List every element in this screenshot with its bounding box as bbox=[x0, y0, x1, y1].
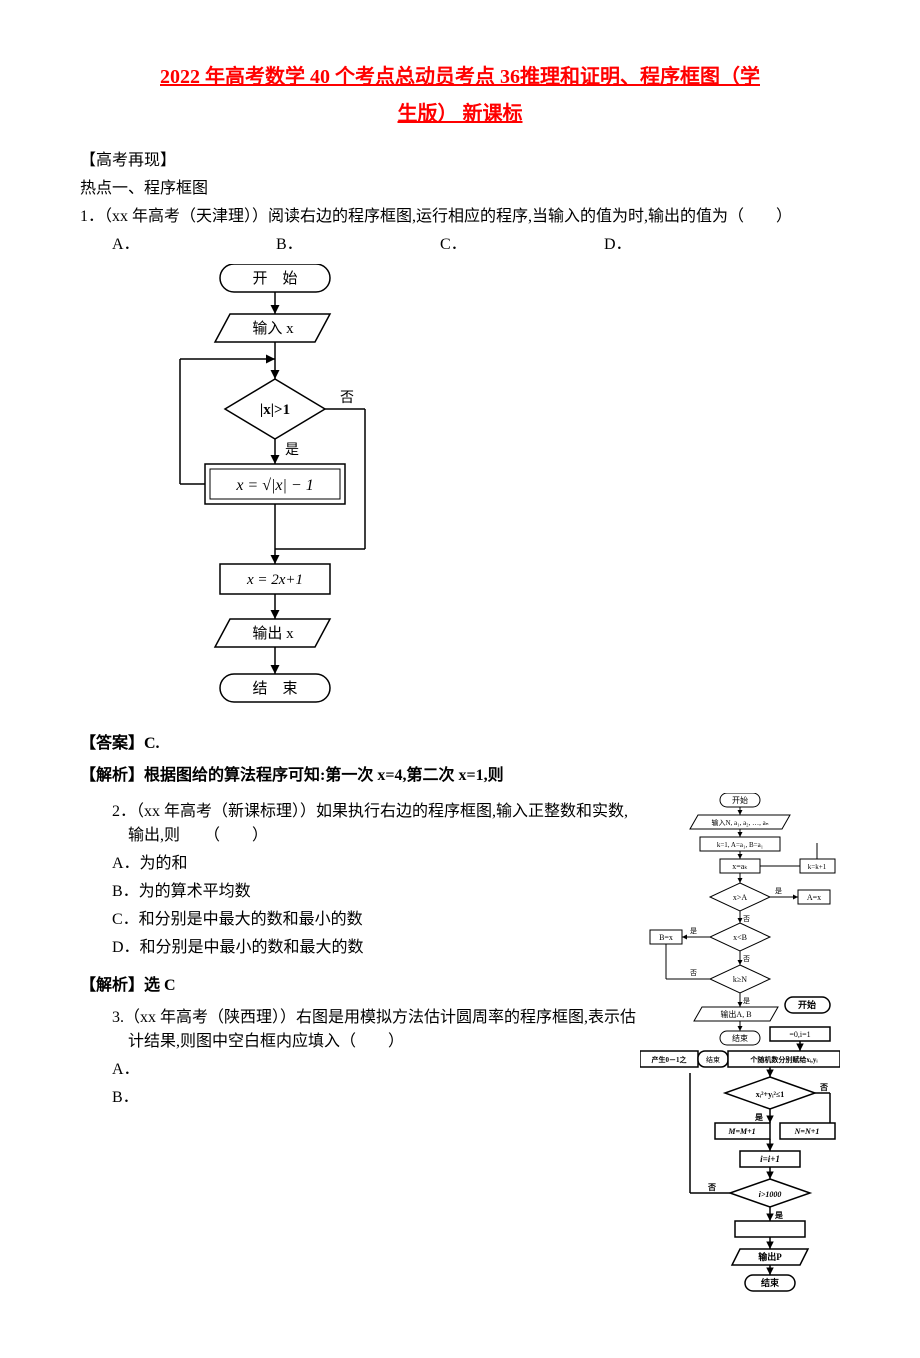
q2-opt-a: A．为的和 bbox=[112, 849, 640, 873]
svg-text:B=x: B=x bbox=[659, 933, 673, 942]
svg-text:A=x: A=x bbox=[807, 893, 821, 902]
q2-explain: 【解析】选 C bbox=[80, 971, 640, 995]
svg-text:x>A: x>A bbox=[733, 893, 748, 902]
svg-text:k=1, A=a₁, B=a₁: k=1, A=a₁, B=a₁ bbox=[717, 841, 763, 849]
svg-text:N=N+1: N=N+1 bbox=[794, 1127, 820, 1136]
svg-text:开 始: 开 始 bbox=[252, 270, 297, 287]
svg-text:是: 是 bbox=[754, 1112, 763, 1122]
svg-text:输入 x: 输入 x bbox=[252, 320, 294, 337]
svg-text:结束: 结束 bbox=[706, 1055, 720, 1064]
svg-text:输出P: 输出P bbox=[758, 1251, 782, 1262]
q1-opt-c: C． bbox=[440, 230, 600, 254]
svg-text:结 束: 结 束 bbox=[252, 680, 297, 697]
svg-text:k=k+1: k=k+1 bbox=[808, 863, 827, 871]
svg-text:x = √|x| − 1: x = √|x| − 1 bbox=[235, 477, 313, 494]
svg-text:M=M+1: M=M+1 bbox=[727, 1127, 755, 1136]
svg-text:是: 是 bbox=[743, 997, 750, 1005]
svg-text:=0,i=1: =0,i=1 bbox=[789, 1030, 810, 1039]
svg-text:k≥N: k≥N bbox=[733, 975, 747, 984]
q2-opt-b: B．为的算术平均数 bbox=[112, 877, 640, 901]
svg-text:输入N, a₁, a₂, …, aₙ: 输入N, a₁, a₂, …, aₙ bbox=[711, 818, 768, 827]
svg-text:是: 是 bbox=[774, 1210, 783, 1220]
q1-explain: 【解析】根据图给的算法程序可知:第一次 x=4,第二次 x=1,则 bbox=[80, 761, 840, 785]
svg-text:i>1000: i>1000 bbox=[759, 1190, 782, 1199]
svg-text:结束: 结束 bbox=[732, 1033, 748, 1043]
svg-text:否: 否 bbox=[707, 1183, 716, 1192]
doc-subtitle: 生版） 新课标 bbox=[80, 97, 840, 126]
q3-opt-a: A． bbox=[112, 1055, 640, 1079]
svg-text:是: 是 bbox=[690, 927, 697, 935]
q1-answer: 【答案】C. bbox=[80, 729, 840, 753]
svg-text:产生0－1之: 产生0－1之 bbox=[652, 1055, 687, 1064]
svg-text:输出A, B: 输出A, B bbox=[720, 1009, 751, 1019]
q1-text: 1．（xx 年高考（天津理））阅读右边的程序框图,运行相应的程序,当输入的值为时… bbox=[80, 202, 840, 226]
svg-text:i=i+1: i=i+1 bbox=[760, 1154, 780, 1164]
section-gaokao: 【高考再现】 bbox=[80, 146, 840, 170]
right-flowcharts: 开始 输入N, a₁, a₂, …, aₙ k=1, A=a₁, B=a₁ x=… bbox=[640, 793, 840, 1298]
svg-text:否: 否 bbox=[340, 391, 354, 406]
svg-text:开始: 开始 bbox=[798, 999, 816, 1010]
q1-opt-b: B． bbox=[276, 230, 436, 254]
svg-text:是: 是 bbox=[775, 887, 782, 895]
svg-text:否: 否 bbox=[743, 955, 750, 963]
svg-text:开始: 开始 bbox=[732, 795, 748, 805]
svg-text:结束: 结束 bbox=[761, 1277, 780, 1288]
q1-flowchart: 开 始 输入 x |x|>1 否 是 x = √|x| − 1 x = 2x+1… bbox=[160, 264, 840, 719]
q1-opt-d: D． bbox=[604, 230, 764, 254]
svg-text:xᵢ²+yᵢ²≤1: xᵢ²+yᵢ²≤1 bbox=[756, 1090, 785, 1099]
doc-title: 2022 年高考数学 40 个考点总动员考点 36推理和证明、程序框图（学 bbox=[80, 60, 840, 89]
svg-text:x<B: x<B bbox=[733, 933, 747, 942]
svg-text:是: 是 bbox=[285, 443, 299, 458]
svg-text:个随机数分别赋给xᵢ,yᵢ: 个随机数分别赋给xᵢ,yᵢ bbox=[749, 1055, 818, 1064]
svg-text:输出 x: 输出 x bbox=[252, 625, 294, 642]
svg-text:|x|>1: |x|>1 bbox=[260, 402, 290, 418]
q1-opt-a: A． bbox=[112, 230, 272, 254]
q2-opt-c: C．和分别是中最大的数和最小的数 bbox=[112, 905, 640, 929]
q1-options: A． B． C． D． bbox=[112, 230, 840, 254]
section-hot1: 热点一、程序框图 bbox=[80, 174, 840, 198]
q2-text: 2．（xx 年高考（新课标理））如果执行右边的程序框图,输入正整数和实数,输出,… bbox=[80, 797, 640, 845]
svg-text:否: 否 bbox=[819, 1083, 828, 1092]
svg-text:否: 否 bbox=[690, 969, 697, 977]
svg-text:否: 否 bbox=[743, 915, 750, 923]
q3-opt-b: B． bbox=[112, 1083, 640, 1107]
q2-opt-d: D．和分别是中最小的数和最大的数 bbox=[112, 933, 640, 957]
q3-text: 3.（xx 年高考（陕西理））右图是用模拟方法估计圆周率的程序框图,表示估计结果… bbox=[80, 1003, 640, 1051]
svg-text:x = 2x+1: x = 2x+1 bbox=[246, 572, 303, 588]
svg-text:x=aₖ: x=aₖ bbox=[732, 862, 747, 871]
